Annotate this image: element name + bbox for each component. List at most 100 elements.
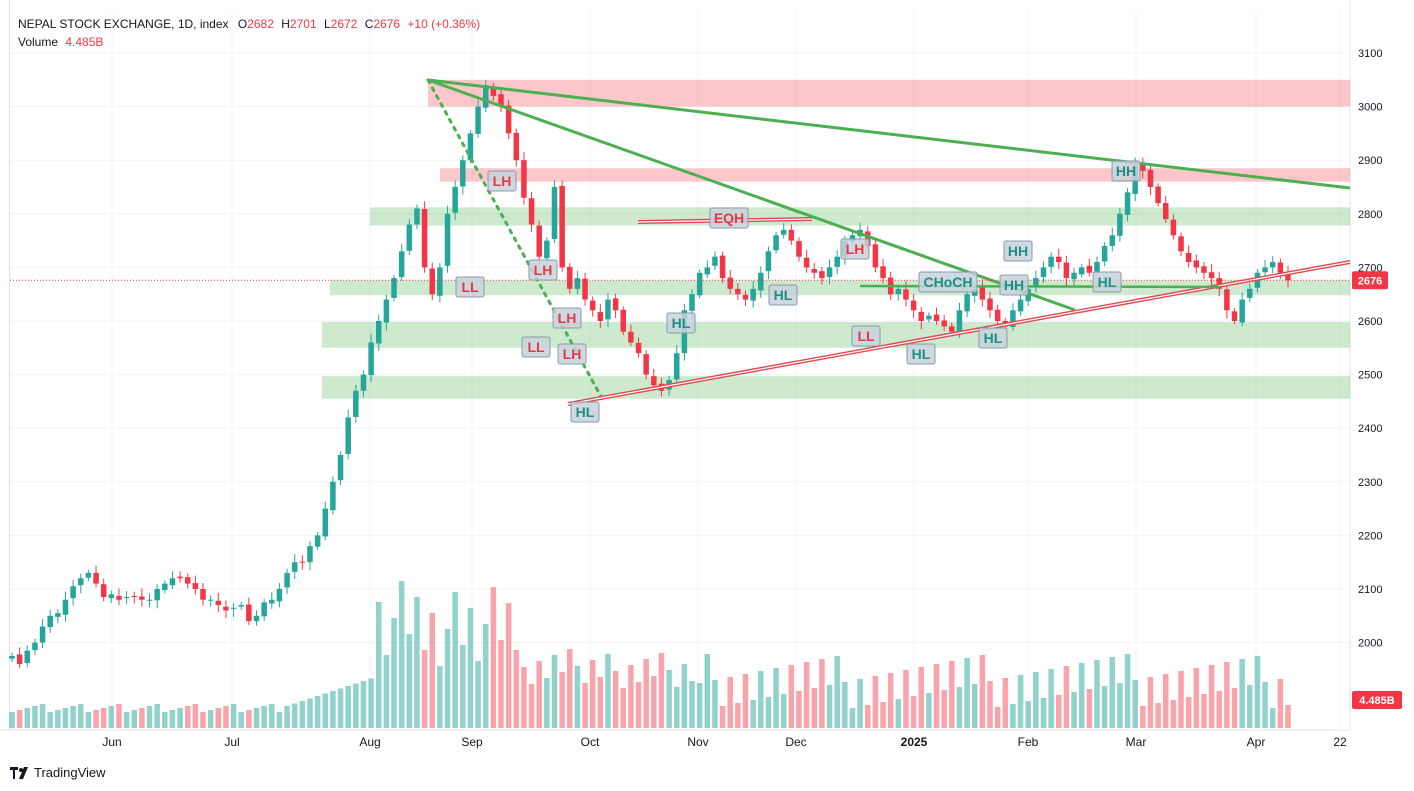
candle-body <box>1017 299 1024 312</box>
time-tick-label: Apr <box>1247 735 1266 749</box>
volume-bar <box>452 592 458 728</box>
candle-body <box>62 599 69 615</box>
candle-body <box>765 251 772 272</box>
volume-bar <box>1094 660 1100 728</box>
volume-bar <box>1201 694 1207 728</box>
candle-body <box>253 615 260 622</box>
volume-bar <box>1147 677 1154 728</box>
candle-body <box>773 235 779 251</box>
candle-body <box>238 605 244 607</box>
volume-bar <box>849 708 856 728</box>
structure-label: HH <box>1004 277 1024 293</box>
candle-body <box>78 578 84 586</box>
volume-bar <box>284 706 290 728</box>
candle-body <box>1071 272 1077 280</box>
candle-body <box>880 266 886 279</box>
candle-body <box>398 251 405 278</box>
candle-body <box>536 225 542 257</box>
volume-bar <box>1033 672 1039 728</box>
candle-body <box>162 583 168 591</box>
volume-bar <box>154 704 160 728</box>
volume-bar <box>322 693 329 728</box>
candle-body <box>727 277 733 289</box>
candle-body <box>933 314 940 321</box>
candle-body <box>100 584 107 598</box>
volume-bar <box>192 704 199 728</box>
candle-body <box>276 589 283 602</box>
candle-body <box>521 160 527 198</box>
high-label: H <box>281 17 290 31</box>
volume-bar <box>78 704 84 728</box>
candle-body <box>1063 262 1070 279</box>
structure-label-box <box>487 170 517 192</box>
candle-body <box>146 599 153 601</box>
candle-body <box>345 417 351 454</box>
time-tick-label: 22 <box>1333 735 1347 749</box>
volume-bar <box>994 707 1001 728</box>
volume-bar <box>1048 669 1054 728</box>
volume-bar <box>16 710 23 728</box>
candle-body <box>964 294 970 312</box>
structure-label-box <box>768 284 798 306</box>
volume-bar <box>551 655 558 728</box>
volume-label[interactable]: Volume <box>18 35 59 49</box>
candle-body <box>1162 203 1169 220</box>
candle-body <box>299 561 306 563</box>
structure-label-box <box>709 207 749 229</box>
volume-bar <box>406 634 413 728</box>
volume-bar <box>742 674 749 728</box>
volume-bar <box>1063 666 1070 728</box>
volume-bar <box>1071 692 1077 728</box>
candle-body <box>582 278 588 300</box>
price-tick-label: 3100 <box>1358 48 1382 60</box>
candle-body <box>192 583 199 589</box>
volume-bar <box>467 608 474 728</box>
time-tick-label: Aug <box>359 735 380 749</box>
last-price-badge <box>1352 271 1388 290</box>
volume-bar <box>337 688 344 728</box>
candle-body <box>689 294 695 311</box>
candle-body <box>284 572 290 588</box>
volume-bar <box>1101 686 1108 728</box>
candle-body <box>1140 163 1146 171</box>
volume-bar <box>460 645 466 728</box>
structure-label-box <box>851 325 881 347</box>
candle-body <box>1239 299 1245 323</box>
candle-body <box>154 589 160 601</box>
structure-label-box <box>978 327 1008 349</box>
volume-bar <box>1086 689 1093 728</box>
symbol-label[interactable]: NEPAL STOCK EXCHANGE, 1D, index <box>18 17 229 31</box>
candle-body <box>628 331 634 343</box>
tradingview-brand[interactable]: TradingView <box>10 765 106 780</box>
structure-label: LH <box>558 310 577 326</box>
structure-label-box <box>840 238 870 260</box>
volume-bar <box>1285 705 1291 728</box>
candle-body <box>1201 266 1207 273</box>
candle-body <box>1117 213 1123 236</box>
structure-label-box <box>666 312 696 334</box>
volume-bar <box>605 654 611 728</box>
structure-label: HL <box>912 346 931 362</box>
volume-bar <box>773 668 779 728</box>
structure-label: CHoCH <box>924 274 973 290</box>
candle-body <box>1285 273 1291 281</box>
volume-bar <box>643 659 649 728</box>
volume-bar <box>391 618 397 728</box>
candle-body <box>811 269 818 273</box>
candle-body <box>742 294 749 300</box>
volume-bar <box>437 666 443 728</box>
legend-row: NEPAL STOCK EXCHANGE, 1D, index O2682 H2… <box>18 17 480 31</box>
candle-body <box>819 271 825 279</box>
uptrend-line-inner <box>567 261 1351 405</box>
candle-body <box>1170 219 1177 236</box>
structure-label: HL <box>1098 274 1117 290</box>
volume-bar <box>123 712 130 728</box>
time-tick-label: Oct <box>581 735 600 749</box>
volume-bar <box>444 629 451 728</box>
time-tick-label: Nov <box>687 735 708 749</box>
volume-bar <box>261 706 267 728</box>
candle-body <box>528 198 535 225</box>
candle-body <box>605 299 611 320</box>
volume-bar <box>162 712 168 728</box>
